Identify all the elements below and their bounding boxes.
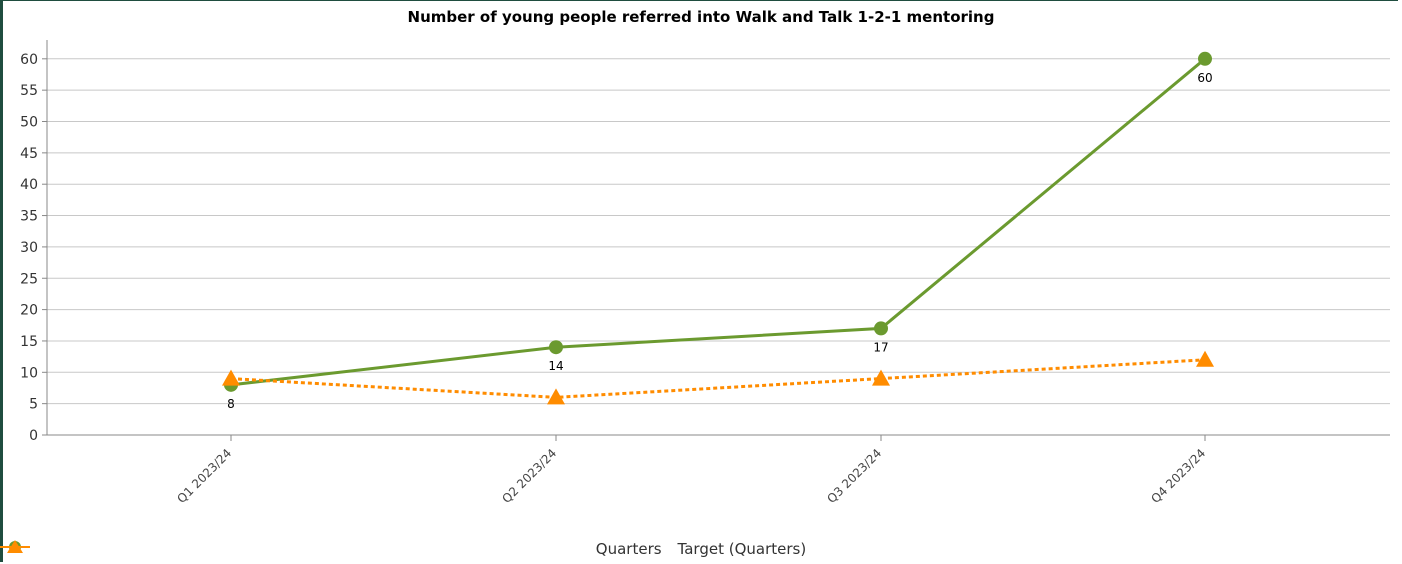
y-tick-label: 55 — [20, 83, 38, 99]
legend-label-quarters: Quarters — [595, 540, 662, 558]
y-tick-label: 10 — [20, 365, 38, 381]
data-point-quarters[interactable] — [874, 321, 888, 336]
chart-title: Number of young people referred into Wal… — [407, 8, 995, 26]
legend-item-target[interactable]: Target (Quarters) — [0, 540, 807, 558]
y-tick-label: 30 — [20, 240, 38, 256]
data-point-quarters[interactable] — [549, 340, 563, 355]
legend-marker-target — [0, 540, 30, 553]
data-label: 8 — [227, 397, 235, 411]
data-label: 14 — [548, 359, 563, 373]
series-line-target — [230, 358, 1206, 399]
x-tick-label: Q1 2023/24 — [174, 446, 234, 506]
data-point-quarters[interactable] — [1198, 51, 1212, 66]
data-label: 17 — [873, 340, 888, 354]
y-tick-label: 5 — [29, 397, 38, 413]
x-tick-label: Q2 2023/24 — [499, 446, 559, 506]
y-tick-label: 60 — [20, 52, 38, 68]
y-tick-label: 25 — [20, 271, 38, 287]
y-tick-label: 20 — [20, 303, 38, 319]
y-tick-label: 0 — [29, 428, 38, 444]
x-tick-label: Q4 2023/24 — [1148, 446, 1208, 506]
data-point-target[interactable] — [222, 369, 240, 386]
data-point-target[interactable] — [872, 369, 890, 386]
y-tick-label: 15 — [20, 334, 38, 350]
data-label: 60 — [1197, 71, 1212, 85]
x-tick-label: Q3 2023/24 — [824, 446, 884, 506]
y-tick-label: 45 — [20, 146, 38, 162]
data-point-target[interactable] — [547, 388, 565, 405]
legend: Quarters Target (Quarters) — [0, 540, 1402, 558]
legend-item-quarters[interactable]: Quarters — [0, 540, 662, 558]
y-tick-label: 35 — [20, 209, 38, 225]
data-point-target[interactable] — [1196, 350, 1214, 367]
y-tick-label: 50 — [20, 115, 38, 131]
legend-label-target: Target (Quarters) — [677, 540, 807, 558]
series-line-quarters — [230, 57, 1206, 387]
y-tick-label: 40 — [20, 177, 38, 193]
